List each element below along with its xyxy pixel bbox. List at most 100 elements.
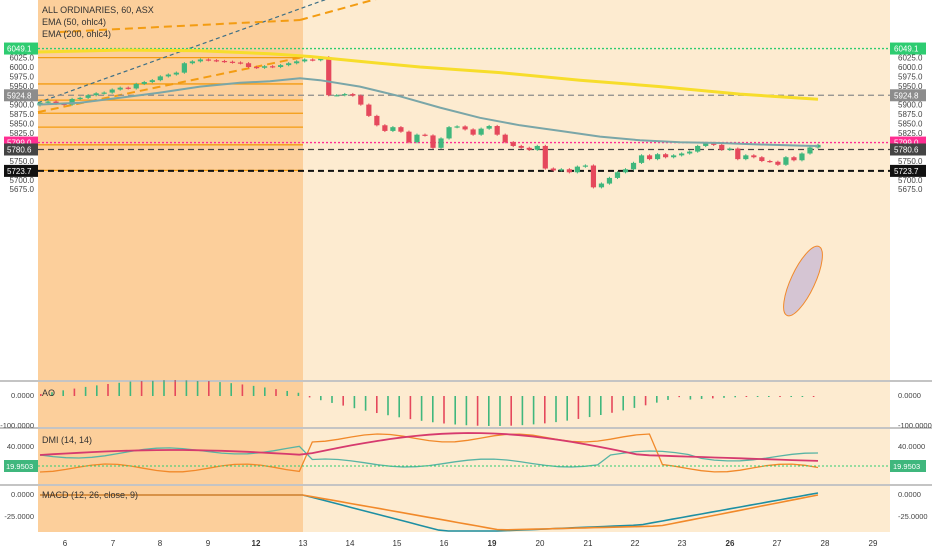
candle-body	[93, 93, 99, 96]
time-axis-label: 22	[631, 539, 640, 548]
ao-bar	[264, 387, 266, 396]
price-marker-value: 5780.6	[894, 145, 919, 154]
dmi-label: DMI (14, 14)	[42, 435, 92, 445]
candle-body	[598, 183, 605, 188]
price-marker-badge	[4, 42, 38, 55]
candle-body	[101, 92, 107, 94]
right-axis-tick: 5750.0	[898, 157, 923, 166]
candle-body	[334, 95, 340, 97]
time-axis-label: 23	[678, 539, 687, 548]
candle-body	[462, 126, 468, 130]
ao-bar	[555, 396, 557, 423]
price-marker-badge	[4, 143, 38, 156]
price-marker-value: 5723.7	[7, 167, 32, 176]
time-axis-label: 21	[584, 539, 593, 548]
dmi-axis-tick: 40.0000	[898, 442, 925, 451]
ao-axis-tick: 0.0000	[898, 391, 921, 400]
ao-bar	[252, 385, 255, 396]
candle-body	[630, 162, 637, 170]
candle-body	[326, 57, 332, 96]
time-axis-label: 16	[440, 539, 449, 548]
ao-bar	[790, 396, 792, 397]
candle-body	[374, 115, 380, 126]
ao-bar	[812, 396, 815, 397]
ao-pane[interactable]: AO	[38, 380, 890, 427]
ao-bar	[51, 392, 53, 396]
ao-bar	[712, 396, 714, 399]
price-marker-value: 5924.8	[7, 91, 32, 100]
ao-bar	[532, 396, 535, 425]
candle-body	[414, 134, 420, 143]
ao-bar	[756, 396, 759, 397]
time-axis[interactable]: 6 7 8 9 12 13 14 15 16 19 20 21 22 23 26 27 28 29	[63, 539, 878, 548]
price-pane[interactable]: ALL ORDINARIES, 60, ASX EMA (50, ohlc4) …	[37, 0, 890, 380]
ao-bar	[219, 382, 221, 396]
ao-bar	[734, 396, 736, 398]
candle-body	[791, 157, 797, 161]
candle-body	[534, 145, 540, 150]
ao-bar	[40, 394, 42, 396]
time-axis-label: 28	[821, 539, 830, 548]
candle-body	[149, 80, 155, 83]
candle-body	[245, 63, 252, 67]
ao-bar	[510, 396, 512, 426]
candle-body	[125, 87, 131, 89]
ao-bar	[499, 396, 501, 426]
ao-bar	[163, 380, 165, 396]
candle-body	[478, 128, 484, 135]
ao-bar	[432, 396, 434, 423]
price-marker-value: 5799.0	[7, 139, 32, 148]
ao-axis-tick: 0.0000	[11, 391, 34, 400]
macd-pane[interactable]: MACD (12, 26, close, 9)	[38, 486, 890, 532]
right-price-axis[interactable]: 6025.06000.05975.05950.05925.05900.05875…	[890, 42, 932, 521]
price-marker-value: 6049.1	[894, 45, 919, 54]
ao-bar	[275, 389, 277, 396]
ao-bar	[208, 381, 210, 396]
left-axis-tick: 5975.0	[10, 72, 35, 81]
time-axis-label: 7	[111, 539, 116, 548]
dmi-minus-line	[39, 433, 819, 473]
candle-body	[759, 157, 765, 161]
candle-body	[614, 172, 621, 178]
price-marker-badge	[890, 89, 926, 102]
candle-body	[77, 97, 83, 100]
ao-bar	[566, 396, 568, 421]
ao-bar	[779, 396, 781, 397]
highlight-ellipse	[783, 245, 823, 317]
time-axis-label: 14	[346, 539, 355, 548]
left-axis-tick: 6025.0	[10, 54, 35, 63]
price-marker-value: 5799.0	[894, 139, 919, 148]
candle-body	[294, 61, 300, 64]
left-price-axis[interactable]: 6025.06000.05975.05950.05925.05900.05875…	[0, 42, 38, 521]
candle-body	[719, 144, 725, 150]
macd-label: MACD (12, 26, close, 9)	[42, 490, 138, 500]
ao-bar	[644, 396, 647, 406]
dmi-level-value: 19.9503	[6, 462, 33, 471]
time-axis-label: 6	[63, 539, 68, 548]
candle-body	[783, 157, 789, 165]
ao-highlight-zone	[38, 382, 303, 427]
candle-body	[590, 165, 597, 188]
candle-body	[302, 59, 308, 62]
right-axis-tick: 6000.0	[898, 63, 923, 72]
macd-axis-tick: -25.0000	[4, 512, 34, 521]
candle-body	[622, 169, 629, 173]
candle-body	[446, 127, 452, 139]
ao-bar	[364, 396, 367, 411]
ao-axis-tick: -100.0000	[898, 421, 932, 430]
time-axis-label: 15	[393, 539, 402, 548]
ao-bar	[387, 396, 389, 416]
ao-bar	[409, 396, 412, 420]
ao-bar	[611, 396, 613, 413]
time-axis-label: 26	[726, 539, 735, 548]
candle-body	[406, 131, 412, 143]
candle-body	[382, 125, 388, 131]
macd-axis-tick: -25.0000	[898, 512, 928, 521]
dmi-pane[interactable]: DMI (14, 14)	[38, 429, 890, 484]
ao-bar	[465, 396, 468, 426]
right-axis-tick: 5850.0	[898, 119, 923, 128]
ao-bar	[544, 396, 546, 424]
adx-line	[39, 432, 819, 462]
candle-body	[310, 59, 316, 61]
